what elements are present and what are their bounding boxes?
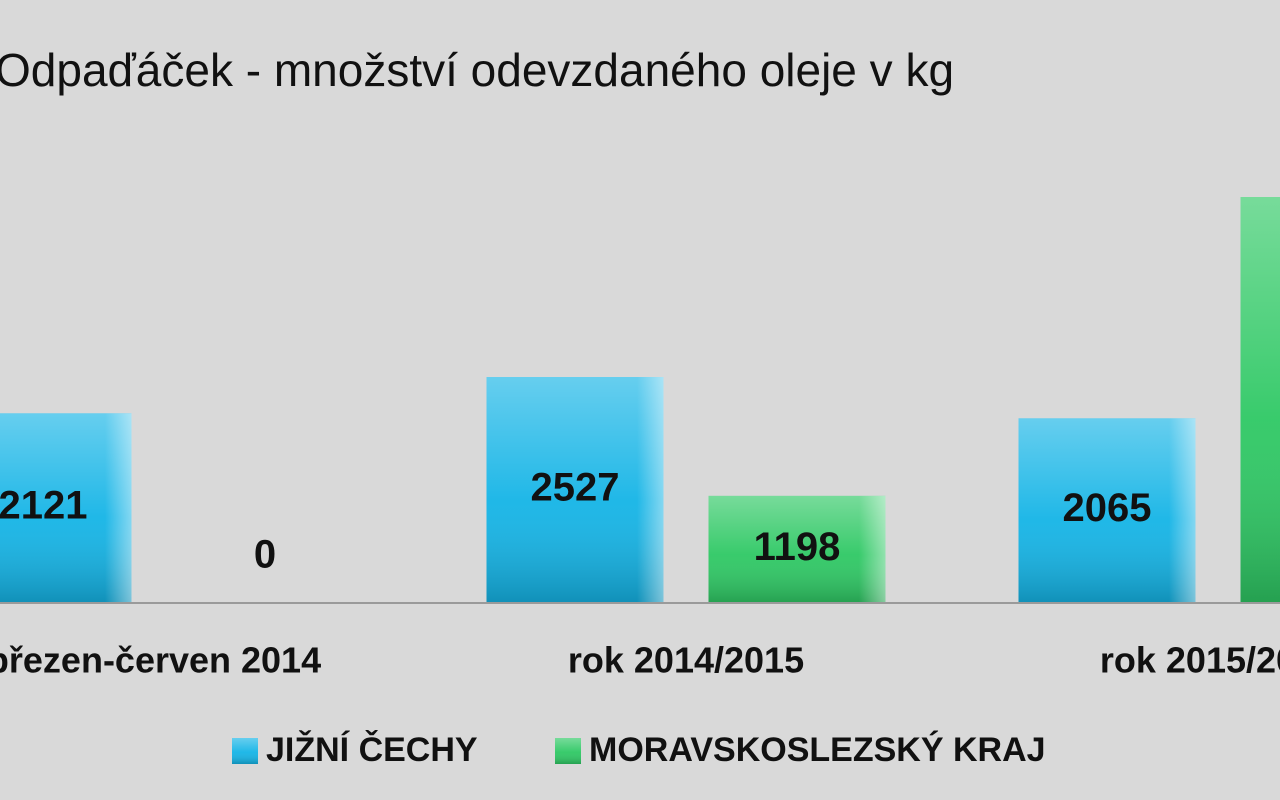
legend-label: JIŽNÍ ČECHY: [266, 730, 478, 769]
value-label: 2121: [0, 484, 87, 528]
x-tick-label: rok 2015/2016: [1100, 640, 1280, 681]
bar-highlight: [1240, 197, 1280, 603]
value-label: 2527: [531, 466, 620, 510]
value-label: 1198: [754, 525, 841, 569]
legend-label: MORAVSKOSLEZSKÝ KRAJ: [589, 731, 1046, 769]
x-tick-label: rok 2014/2015: [568, 640, 804, 681]
plot: [0, 197, 1280, 603]
bar-highlight: [708, 495, 886, 603]
bar-highlight: [1018, 418, 1196, 603]
legend-swatch-shade: [232, 738, 258, 764]
x-tick-label: březen-červen 2014: [0, 640, 321, 681]
bar-highlight: [0, 413, 132, 603]
value-label: 0: [254, 533, 276, 577]
legend-swatch-shade: [555, 738, 581, 764]
value-label: 2065: [1063, 486, 1152, 530]
chart-title: Odpaďáček - množství odevzdaného oleje v…: [0, 44, 954, 96]
bar-highlight: [486, 377, 664, 603]
